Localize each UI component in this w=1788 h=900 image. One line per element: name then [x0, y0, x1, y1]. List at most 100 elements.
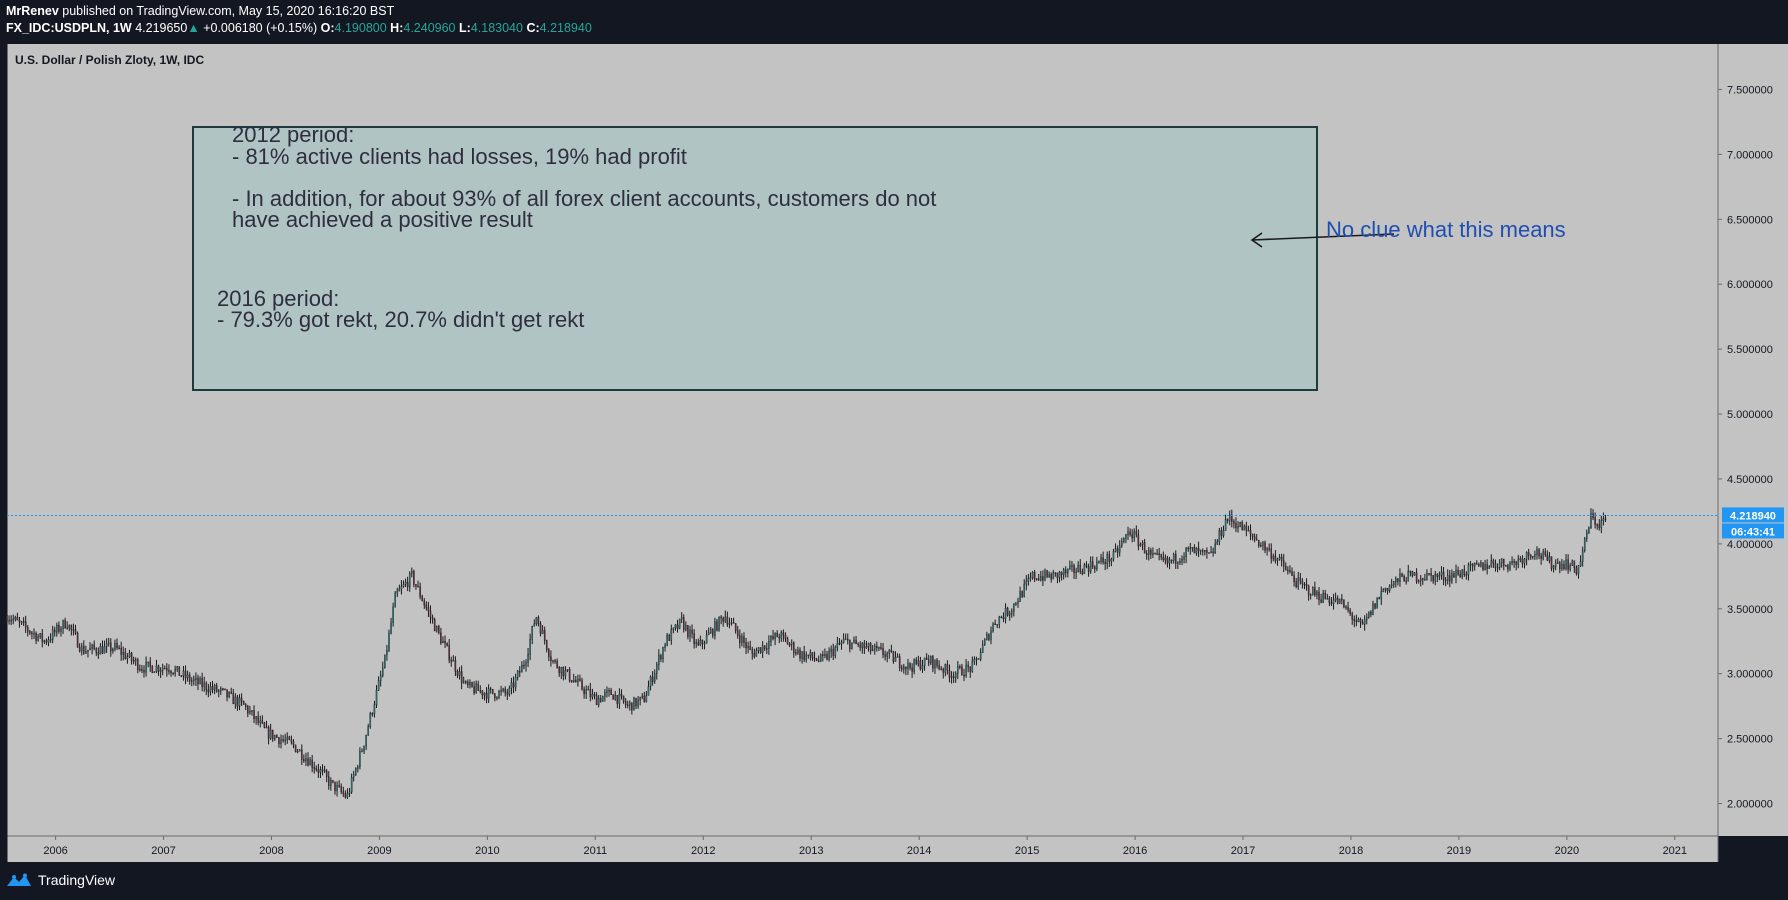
candle-body	[1268, 548, 1270, 550]
candle-body	[1052, 572, 1055, 580]
candle-body	[1467, 564, 1470, 575]
candle-body	[840, 641, 843, 645]
candle-body	[400, 586, 403, 590]
y-tick-label: 6.000000	[1727, 279, 1773, 291]
candle-body	[168, 670, 170, 672]
candle-body	[543, 630, 546, 641]
candle-body	[1417, 580, 1420, 583]
candle-body	[80, 645, 83, 652]
candle-body	[838, 643, 841, 645]
candle-body	[213, 685, 216, 690]
author-name[interactable]: MrRenev	[6, 4, 59, 18]
candle-body	[1341, 598, 1343, 601]
candle-body	[622, 695, 625, 702]
candle-body	[483, 692, 486, 696]
candle-body	[556, 660, 558, 668]
candle-body	[1301, 580, 1304, 585]
x-tick-label: 2016	[1123, 845, 1147, 857]
candle-body	[1069, 565, 1071, 570]
candle-body	[894, 657, 897, 662]
candle-body	[782, 632, 785, 636]
candle-body	[890, 650, 893, 652]
candle-body	[1529, 554, 1532, 558]
publish-text: published on TradingView.com, May 15, 20…	[62, 4, 395, 18]
candle-body	[1538, 549, 1540, 557]
candle-body	[1091, 561, 1094, 567]
candle-body	[217, 690, 220, 692]
candle-body	[1170, 559, 1173, 562]
candle-body	[381, 667, 384, 676]
candle-body	[354, 768, 357, 775]
price-chart[interactable]: U.S. Dollar / Polish Zloty, 1W, IDC 2.00…	[0, 44, 1788, 862]
symbol-label[interactable]: FX_IDC:USDPLN, 1W	[6, 21, 132, 35]
low-label: L:	[459, 21, 471, 35]
candle-body	[730, 622, 733, 624]
chart-area[interactable]: U.S. Dollar / Polish Zloty, 1W, IDC 2.00…	[0, 44, 1788, 862]
price-scale[interactable]	[1718, 44, 1788, 836]
open-label: O:	[320, 21, 335, 35]
candle-body	[1104, 562, 1106, 565]
candle-body	[1330, 602, 1333, 605]
candle-body	[10, 619, 12, 622]
candle-body	[116, 643, 118, 649]
candle-body	[1338, 598, 1341, 604]
candle-body	[157, 665, 160, 672]
candle-body	[620, 693, 623, 697]
candle-body	[352, 774, 355, 778]
candle-body	[930, 656, 932, 664]
candle-body	[1143, 542, 1146, 554]
time-scale[interactable]	[7, 836, 1718, 862]
candle-body	[923, 657, 926, 667]
candle-body	[824, 654, 826, 656]
candle-body	[134, 659, 137, 662]
candle-body	[1438, 575, 1441, 577]
x-tick-label: 2021	[1663, 845, 1687, 857]
candle-body	[801, 651, 803, 659]
candle-body	[16, 617, 19, 621]
x-tick-label: 2017	[1231, 845, 1255, 857]
candle-body	[1008, 613, 1011, 616]
candle-body	[433, 619, 436, 632]
candle-body	[587, 688, 590, 691]
tradingview-logo-icon	[7, 873, 31, 886]
candle-body	[811, 652, 814, 659]
candle-body	[365, 735, 367, 747]
candle-body	[1573, 560, 1576, 569]
candle-body	[633, 697, 635, 711]
candle-body	[1388, 585, 1391, 592]
candle-body	[568, 669, 571, 681]
candle-body	[934, 659, 936, 669]
candle-body	[807, 654, 810, 657]
candle-body	[1384, 587, 1387, 590]
candle-body	[898, 656, 901, 668]
annotation-box[interactable]	[192, 126, 1318, 391]
candle-body	[367, 726, 369, 736]
candle-body	[680, 617, 683, 620]
candle-body	[1062, 569, 1065, 575]
brand[interactable]: TradingView	[6, 872, 115, 888]
candle-body	[261, 720, 264, 724]
candle-body	[1459, 573, 1461, 578]
y-tick-label: 7.000000	[1727, 149, 1773, 161]
candle-body	[1312, 587, 1314, 596]
x-tick-label: 2012	[691, 845, 715, 857]
candle-body	[1386, 587, 1389, 592]
candle-body	[641, 695, 644, 698]
candle-body	[718, 616, 720, 631]
candle-body	[247, 706, 249, 714]
candle-body	[274, 735, 276, 740]
candle-body	[228, 692, 230, 698]
candle-body	[880, 647, 882, 649]
arrow-annotation[interactable]	[1250, 232, 1395, 248]
candle-body	[1002, 617, 1005, 619]
candle-body	[1554, 562, 1557, 567]
candle-body	[907, 663, 909, 670]
candle-body	[1127, 531, 1129, 536]
candle-body	[386, 650, 388, 656]
candle-body	[537, 617, 540, 624]
candle-body	[460, 671, 463, 683]
candle-body	[313, 767, 316, 769]
candle-body	[1135, 531, 1138, 535]
candle-body	[398, 588, 401, 592]
candle-body	[892, 651, 895, 662]
